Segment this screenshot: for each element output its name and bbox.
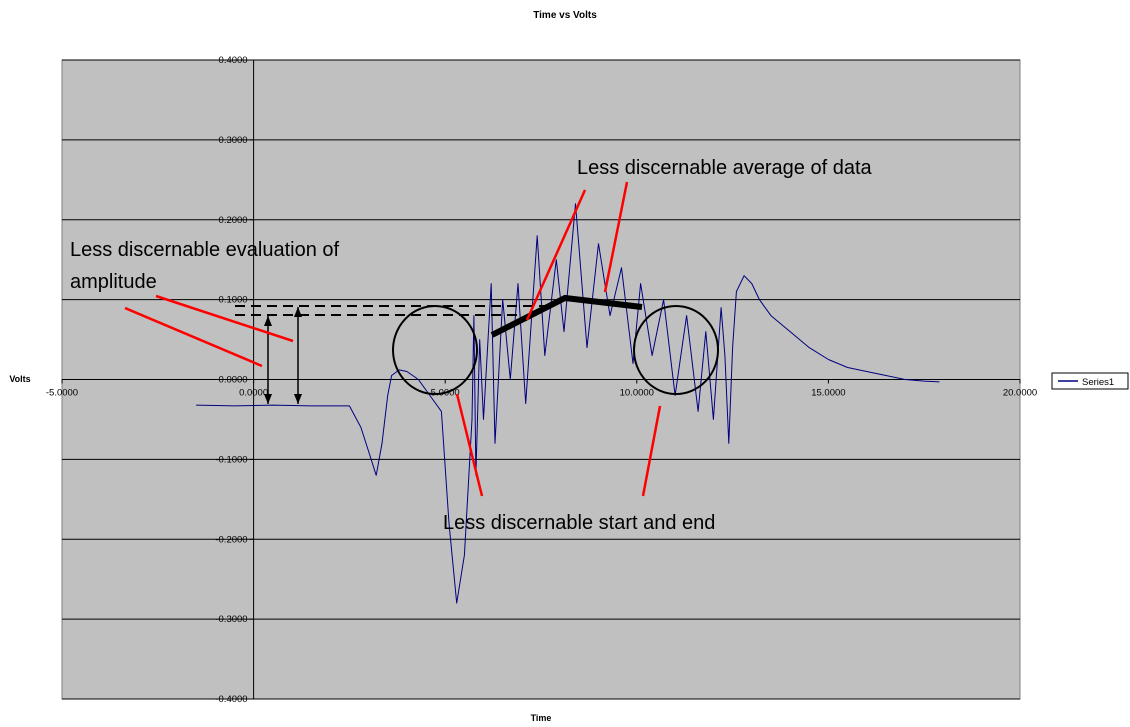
x-tick-label: 0.0000 <box>239 388 268 399</box>
y-axis-title: Volts <box>9 374 30 384</box>
red-pointer <box>641 405 662 497</box>
legend-label: Series1 <box>1082 377 1114 388</box>
circle-start <box>392 305 478 395</box>
x-tick-label: 15.0000 <box>811 388 845 399</box>
red-pointer <box>603 181 629 293</box>
y-ticks: -0.4000 -0.3000 -0.2000 -0.1000 0.0000 0.1000… <box>215 55 254 705</box>
annotation-amplitude-line1: Less discernable evaluation of <box>70 239 340 261</box>
red-pointer <box>155 294 294 343</box>
y-tick-label: 0.1000 <box>219 295 248 306</box>
y-tick-label: 0.2000 <box>219 215 248 226</box>
arrow-head <box>294 394 302 404</box>
y-tick-label: -0.4000 <box>215 694 247 705</box>
arrow-head <box>264 316 272 326</box>
arrow-head <box>294 307 302 317</box>
y-tick-label: 0.0000 <box>219 375 248 386</box>
legend-box <box>1051 372 1129 390</box>
y-tick-label: -0.1000 <box>215 454 247 465</box>
arrow-head <box>264 394 272 404</box>
circle-end <box>633 305 719 395</box>
y-tick-label: 0.3000 <box>219 135 248 146</box>
x-axis-title: Time <box>531 713 552 723</box>
red-pointer <box>124 306 263 368</box>
annotation-start-end: Less discernable start and end <box>443 512 715 534</box>
annotation-average: Less discernable average of data <box>577 157 873 179</box>
x-tick-label: 10.0000 <box>620 388 654 399</box>
y-tick-label: -0.3000 <box>215 614 247 625</box>
y-tick-label: -0.2000 <box>215 534 247 545</box>
annotation-amplitude-line2: amplitude <box>70 271 157 293</box>
y-tick-label: 0.4000 <box>219 55 248 66</box>
red-pointer <box>455 393 484 497</box>
red-pointer <box>525 189 587 321</box>
x-tick-label: -5.0000 <box>46 388 78 399</box>
x-tick-label: 20.0000 <box>1003 388 1037 399</box>
chart-title: Time vs Volts <box>533 10 597 21</box>
annotations: Less discernable evaluation of amplitude… <box>70 157 873 534</box>
average-line <box>490 294 643 338</box>
legend: Series1 <box>1051 372 1129 390</box>
